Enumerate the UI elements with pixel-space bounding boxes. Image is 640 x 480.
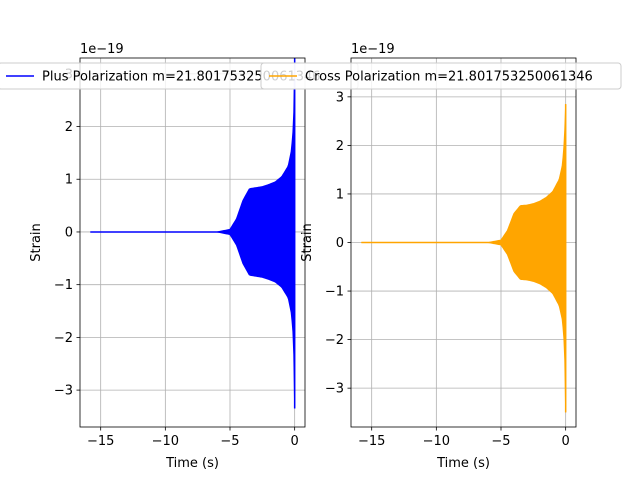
series-envelope (361, 104, 567, 413)
y-tick-label: −3 (325, 382, 344, 397)
legend-label: Plus Polarization m=21.801753250061346 (42, 70, 321, 85)
y-tick-label: 3 (336, 90, 344, 105)
y-tick-label: −2 (325, 333, 344, 348)
y-tick-label: 2 (336, 139, 344, 154)
y-tick-label: 1 (65, 173, 73, 188)
y-tick-label: −3 (54, 384, 73, 399)
legend-label: Cross Polarization m=21.801753250061346 (305, 70, 593, 85)
y-tick-label: 2 (65, 120, 73, 135)
x-tick-label: −15 (87, 434, 114, 449)
series-envelope (90, 58, 296, 409)
x-tick-label: 0 (562, 434, 570, 449)
y-axis-label: Strain (300, 223, 315, 262)
x-tick-label: −15 (358, 434, 385, 449)
legend-frame (260, 62, 622, 90)
offset-text: 1e−19 (351, 42, 395, 57)
x-tick-label: −5 (491, 434, 510, 449)
y-tick-label: −1 (325, 285, 344, 300)
x-tick-label: 0 (291, 434, 299, 449)
x-tick-label: −10 (423, 434, 450, 449)
series-0 (90, 58, 296, 409)
x-axis-label: Time (s) (436, 456, 490, 471)
legend: Cross Polarization m=21.801753250061346 (260, 62, 622, 90)
axes-frame (79, 57, 306, 428)
x-tick-label: −5 (220, 434, 239, 449)
offset-text: 1e−19 (80, 42, 124, 57)
y-tick-label: 0 (336, 236, 344, 251)
y-tick-label: 1 (336, 187, 344, 202)
y-tick-label: −2 (54, 331, 73, 346)
x-tick-label: −10 (152, 434, 179, 449)
y-tick-label: 0 (65, 225, 73, 240)
y-tick-label: −1 (54, 278, 73, 293)
y-axis-label: Strain (29, 223, 44, 262)
series-0 (361, 104, 567, 413)
x-axis-label: Time (s) (165, 456, 219, 471)
